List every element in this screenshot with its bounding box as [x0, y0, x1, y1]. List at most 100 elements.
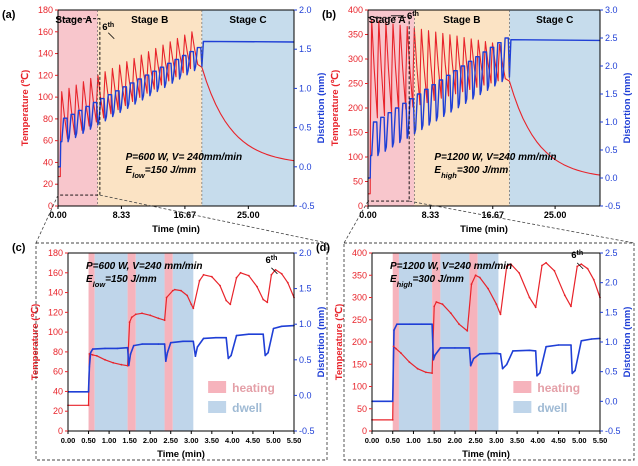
heating-band [88, 253, 95, 431]
x-tick-label: 2.50 [468, 436, 483, 445]
right-axis-label: Distortion (mm) [622, 307, 633, 378]
temperature-point [433, 305, 436, 308]
param-e-prefix: E [86, 274, 93, 285]
right-tick-label: 2.5 [605, 248, 618, 258]
temperature-series-line [58, 31, 295, 178]
stage-label: Stage A [369, 15, 406, 26]
temperature-point [466, 330, 469, 332]
x-tick-label: 0.50 [385, 436, 400, 445]
temperature-point [87, 404, 90, 407]
heating-band [392, 253, 399, 431]
temperature-series-line [368, 19, 601, 195]
stage-label: Stage C [536, 15, 573, 26]
distortion-point [235, 334, 238, 337]
temperature-point [487, 287, 489, 290]
left-tick-label: 400 [348, 5, 363, 15]
temperature-point [505, 265, 508, 268]
left-tick-label: 0 [58, 426, 63, 436]
distortion-point [439, 347, 442, 349]
right-tick-label: 2.0 [299, 248, 312, 258]
distortion-point [434, 354, 436, 356]
temperature-point [192, 307, 195, 310]
right-axis-label: Distortion (mm) [622, 73, 633, 144]
panel-label: (b) [322, 9, 336, 21]
temperature-point [441, 303, 444, 306]
zoom-box [57, 18, 101, 196]
temperature-point [219, 284, 221, 287]
left-tick-label: 180 [48, 248, 63, 258]
x-tick-label: 4.50 [551, 436, 566, 445]
stage-band-1 [58, 10, 98, 206]
temperature-point [141, 312, 143, 315]
left-tick-label: 60 [53, 367, 63, 377]
right-tick-label: 1.5 [299, 44, 312, 54]
x-tick-label: 1.00 [406, 436, 421, 445]
distortion-point [91, 348, 94, 350]
x-tick-label: 3.50 [205, 436, 220, 445]
x-tick-label: 16.67 [481, 210, 504, 220]
annotation-suffix: th [577, 249, 584, 256]
zoom-box [367, 16, 410, 202]
distortion-point [264, 354, 267, 357]
left-tick-label: 300 [348, 54, 363, 64]
distortion-point [104, 347, 106, 350]
right-tick-label: 2.0 [299, 5, 312, 15]
temperature-point [180, 289, 182, 292]
zoom-connector-c-left [35, 194, 59, 244]
distortion-series-line [58, 40, 295, 168]
distortion-point [132, 344, 135, 347]
x-tick-label: 2.00 [143, 436, 158, 445]
distortion-point [192, 340, 195, 343]
distortion-point [248, 333, 250, 336]
distortion-point [280, 325, 283, 328]
right-tick-label: 0.0 [605, 173, 618, 183]
temperature-point [95, 354, 98, 357]
distortion-point [88, 366, 91, 368]
sixth-cycle-annotation: 6th [265, 254, 277, 266]
param-line-2: Elow=150 J/mm [126, 165, 197, 180]
x-axis-label: Time (min) [157, 449, 205, 460]
temperature-point [416, 367, 419, 370]
temperature-point [425, 371, 427, 374]
param-line-1: P=1200 W, V=240 mm/min [390, 261, 512, 272]
distortion-point [262, 333, 265, 336]
right-tick-label: -0.5 [299, 426, 315, 436]
left-tick-label: 50 [353, 177, 363, 187]
temperature-point [130, 316, 133, 319]
right-tick-label: 0.5 [605, 145, 618, 155]
temperature-point [391, 419, 394, 421]
distortion-point [393, 329, 395, 331]
left-tick-label: 160 [38, 27, 53, 37]
left-tick-label: 50 [357, 404, 367, 414]
zoom-frame-d [343, 242, 635, 461]
temperature-point [395, 347, 397, 350]
left-tick-label: 40 [53, 386, 63, 396]
heating-band [164, 253, 173, 431]
temperature-point [186, 294, 189, 297]
right-tick-label: 3.0 [605, 5, 618, 15]
distortion-point [396, 323, 398, 326]
left-axis-label: Temperature (℃) [20, 70, 31, 146]
param-e-value: =150 J/mm [145, 165, 197, 176]
param-e-sub: low [132, 171, 146, 180]
right-tick-label: -0.5 [299, 201, 315, 211]
temperature-point [198, 279, 201, 282]
distortion-point [87, 391, 90, 393]
temperature-point [165, 296, 168, 299]
dwell-legend-label: dwell [537, 401, 567, 415]
stage-label: Stage B [443, 15, 480, 26]
x-tick-label: 5.50 [593, 436, 608, 445]
distortion-point [408, 323, 411, 326]
temperature-point [570, 305, 572, 308]
x-tick-label: 8.33 [422, 210, 440, 220]
left-tick-label: 200 [348, 103, 363, 113]
temperature-point [408, 361, 411, 363]
distortion-point [267, 351, 269, 354]
temperature-point [528, 296, 531, 299]
param-e-sub: high [441, 171, 457, 180]
left-tick-label: 120 [38, 70, 53, 80]
param-e-sub: high [397, 280, 413, 289]
temperature-point [400, 352, 402, 354]
distortion-point [202, 337, 205, 340]
right-tick-label: 1.0 [605, 337, 618, 347]
